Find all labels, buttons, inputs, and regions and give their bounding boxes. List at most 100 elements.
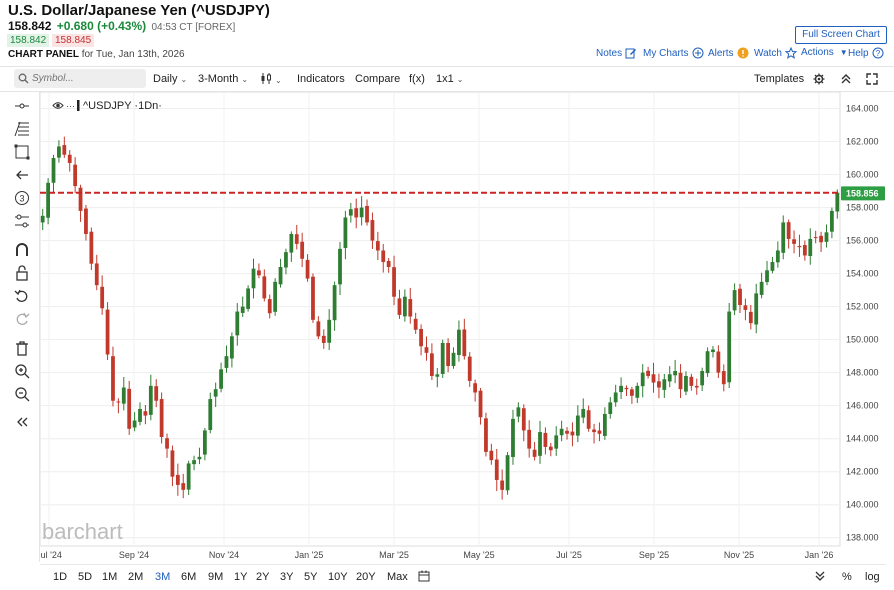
double-chevron-down-icon[interactable] — [815, 571, 825, 581]
arrow-tool-icon[interactable] — [14, 167, 30, 183]
candle-body — [494, 459, 499, 480]
range-button-max[interactable]: Max — [387, 571, 408, 583]
range-button-1m[interactable]: 1M — [102, 571, 118, 583]
undo-icon[interactable] — [14, 288, 30, 304]
zoom-in-icon[interactable] — [14, 363, 30, 379]
candle-body — [619, 385, 623, 393]
full-screen-chart-button[interactable]: Full Screen Chart — [795, 26, 887, 44]
candle-body — [435, 374, 440, 377]
range-button-10y[interactable]: 10Y — [328, 571, 348, 583]
settings-tool-icon[interactable] — [14, 213, 30, 229]
candle-body — [570, 431, 575, 436]
notes-link[interactable]: Notes — [596, 47, 637, 59]
actions-menu[interactable]: Actions ▼ — [801, 47, 848, 58]
range-button-1d[interactable]: 1D — [53, 571, 68, 583]
help-link[interactable]: Help ? — [848, 47, 884, 59]
range-button-20y[interactable]: 20Y — [356, 571, 376, 583]
candle-body — [305, 259, 310, 279]
candle-body — [78, 187, 83, 211]
collapse-up-icon[interactable] — [840, 73, 852, 85]
series-legend[interactable]: ··· ^USDJPY ·1Dn· — [52, 100, 162, 112]
function-button[interactable]: f(x) — [409, 73, 425, 85]
quote-row: 158.842 +0.680 (+0.43%) 04:53 CT [FOREX] — [8, 19, 235, 33]
percent-toggle[interactable]: % — [842, 571, 852, 583]
collapse-left-icon[interactable] — [14, 414, 30, 430]
range-button-6m[interactable]: 6M — [181, 571, 197, 583]
templates-button[interactable]: Templates — [754, 73, 805, 85]
range-button-2y[interactable]: 2Y — [256, 571, 270, 583]
range-button-3y[interactable]: 3Y — [280, 571, 294, 583]
alerts-link[interactable]: Alerts — [708, 47, 749, 59]
candle-body — [716, 351, 721, 373]
indicators-button[interactable]: Indicators — [297, 73, 345, 85]
chart-panel[interactable]: 138.000 140.000 142.000 144.000 146.000 148.0… — [40, 92, 886, 562]
interval-dropdown[interactable]: Daily ⌄ — [153, 73, 187, 85]
symbol-search-input[interactable] — [14, 69, 146, 88]
trash-icon[interactable] — [14, 340, 30, 356]
candle-body — [775, 250, 780, 263]
candle-body — [543, 432, 548, 447]
fibonacci-tool-icon[interactable] — [14, 121, 30, 137]
line-tool-icon[interactable] — [14, 98, 30, 114]
candle-body — [732, 290, 737, 311]
candle-body — [359, 207, 364, 218]
candle-body — [94, 263, 99, 286]
zoom-out-icon[interactable] — [14, 386, 30, 402]
alert-icon — [737, 47, 749, 59]
candle-body — [673, 371, 678, 376]
compare-button[interactable]: Compare — [355, 73, 401, 85]
chevron-down-icon: ⌄ — [275, 76, 282, 85]
range-button-5d[interactable]: 5D — [78, 571, 93, 583]
more-icon[interactable]: ··· — [66, 101, 75, 111]
x-tick-label: Mar '25 — [379, 550, 409, 560]
candle-body — [348, 209, 353, 216]
candle-body — [338, 248, 342, 285]
candle-body — [586, 410, 591, 429]
range-button-5y[interactable]: 5Y — [304, 571, 318, 583]
star-icon — [784, 47, 797, 59]
watch-link[interactable]: Watch — [754, 47, 797, 59]
candle-body — [484, 418, 488, 452]
candle-body — [213, 389, 218, 397]
candle-body — [40, 215, 45, 223]
my-charts-label: My Charts — [643, 47, 689, 59]
lock-icon[interactable] — [14, 265, 30, 281]
drawing-tools-sidebar: 3 — [0, 92, 40, 562]
layout-dropdown[interactable]: 1x1 ⌄ — [436, 73, 463, 85]
candle-body — [521, 408, 526, 431]
candle-body — [327, 319, 332, 343]
eye-icon[interactable] — [52, 102, 64, 109]
range-button-1y[interactable]: 1Y — [234, 571, 248, 583]
candle-body — [797, 245, 802, 248]
candle-body — [819, 235, 823, 243]
candle-body — [170, 450, 175, 477]
price-chart[interactable]: 138.000 140.000 142.000 144.000 146.000 148.0… — [40, 92, 886, 562]
redo-icon[interactable] — [14, 311, 30, 327]
x-tick-label: Sep '25 — [639, 550, 669, 560]
range-button-9m[interactable]: 9M — [208, 571, 224, 583]
counter-tool-icon[interactable]: 3 — [14, 190, 30, 206]
calendar-icon[interactable] — [418, 570, 430, 582]
period-dropdown[interactable]: 3-Month ⌄ — [198, 73, 248, 85]
candle-body — [554, 435, 559, 449]
candle-body — [284, 252, 288, 268]
chart-type-dropdown[interactable]: ⌄ — [260, 73, 282, 86]
candle-body — [321, 335, 326, 343]
candle-body — [202, 430, 207, 455]
candle-body — [808, 238, 813, 257]
last-price-tag-label: 158.856 — [846, 188, 879, 198]
range-button-2m[interactable]: 2M — [128, 571, 144, 583]
magnet-icon[interactable] — [14, 242, 30, 258]
y-tick-label: 152.000 — [846, 302, 879, 312]
candle-body — [516, 407, 521, 417]
candle-body — [267, 299, 272, 314]
my-charts-link[interactable]: My Charts — [643, 47, 704, 59]
candle-body — [370, 220, 375, 241]
range-button-3m[interactable]: 3M — [155, 571, 171, 583]
gear-icon[interactable] — [813, 73, 825, 85]
rectangle-tool-icon[interactable] — [14, 144, 30, 160]
candle-body — [111, 356, 115, 401]
expand-icon[interactable] — [866, 73, 878, 85]
barchart-watermark: barchart — [42, 519, 123, 544]
log-toggle[interactable]: log — [865, 571, 880, 583]
